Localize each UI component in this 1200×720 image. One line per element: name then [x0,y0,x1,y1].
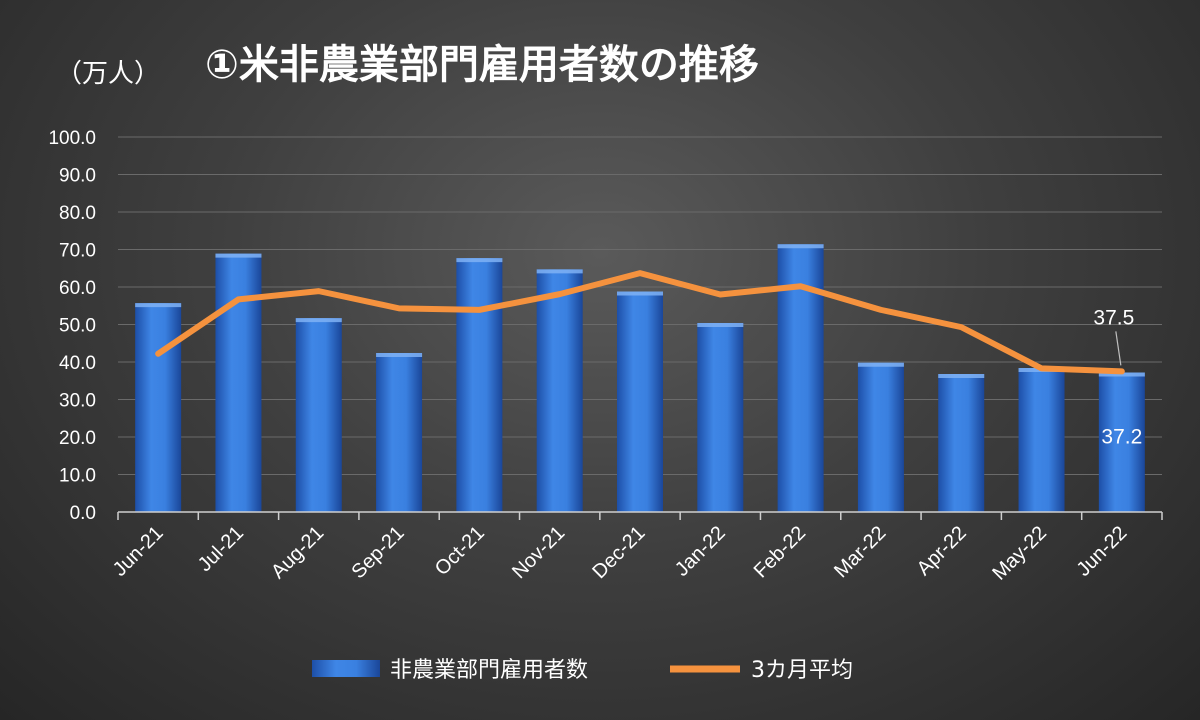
bar-top-highlight [1098,372,1145,377]
x-tick-label: Aug-21 [267,522,328,583]
bar-top-highlight [938,374,985,378]
x-tick-label: Jan-22 [671,522,730,581]
bar [456,258,503,512]
y-tick-label: 30.0 [59,391,96,412]
x-tick-label: Jul-21 [194,522,248,576]
chart-title: ①米非農業部門雇用者数の推移 [205,42,759,88]
bar-top-highlight [215,253,262,258]
bar-top-highlight [456,258,503,263]
line-series [155,270,1125,375]
y-tick-label: 70.0 [59,241,96,262]
bar-top-highlight [295,318,342,323]
bar-series [135,244,1145,512]
y-tick-label: 10.0 [59,466,96,487]
bar-top-highlight [777,244,824,249]
bar [1018,368,1065,512]
leader-line [1115,331,1122,366]
y-tick-label: 90.0 [59,166,96,187]
y-axis-ticks: 0.0 10.0 20.0 30.0 40.0 50.0 60.0 70.0 80.0 90.0 1… [48,128,96,524]
x-tick-label: Jun-22 [1073,522,1132,581]
bar [376,353,423,512]
legend: 非農業部門雇用者数 3カ月平均 [312,658,853,683]
bar [135,303,182,512]
x-tick-label: Jun-21 [109,522,168,581]
y-tick-label: 60.0 [59,278,96,299]
legend-label-bar: 非農業部門雇用者数 [390,658,588,683]
x-tick-label: Sep-21 [347,522,408,583]
x-tick-label: Dec-21 [588,522,649,583]
bar [536,269,583,512]
x-tick-label: Apr-22 [913,522,971,580]
bar [617,291,663,512]
data-label-avg: 37.5 [1093,306,1134,329]
x-axis: Jun-21 Jul-21 Aug-21 Sep-21 Oct-21 Nov-21 Dec-… [109,511,1163,585]
y-tick-label: 50.0 [59,316,96,337]
bar-top-highlight [617,291,663,296]
bar [697,323,744,512]
x-tick-label: Oct-21 [431,522,489,580]
bar [857,362,904,512]
y-tick-label: 40.0 [59,353,96,374]
bar-top-highlight [536,269,583,274]
unit-label: （万人） [56,59,160,89]
x-tick-label: May-22 [988,522,1051,585]
legend-swatch-bar [312,660,380,677]
bar [938,374,985,512]
bar [295,318,342,512]
x-tick-label: Nov-21 [508,522,569,583]
bar-top-highlight [376,353,423,357]
y-tick-label: 20.0 [59,428,96,449]
data-labels: 37.2 37.5 [1093,306,1142,448]
bar [1098,372,1145,512]
legend-label-line: 3カ月平均 [751,658,853,683]
data-label-bar: 37.2 [1101,426,1142,449]
y-tick-label: 0.0 [70,503,96,524]
bar [215,253,262,512]
bar-top-highlight [857,362,904,367]
y-tick-label: 80.0 [59,203,96,224]
y-tick-label: 100.0 [48,128,96,149]
x-tick-label: Feb-22 [750,522,810,582]
x-tick-label: Mar-22 [830,522,890,582]
bar-top-highlight [697,323,744,327]
bar-top-highlight [135,303,182,308]
